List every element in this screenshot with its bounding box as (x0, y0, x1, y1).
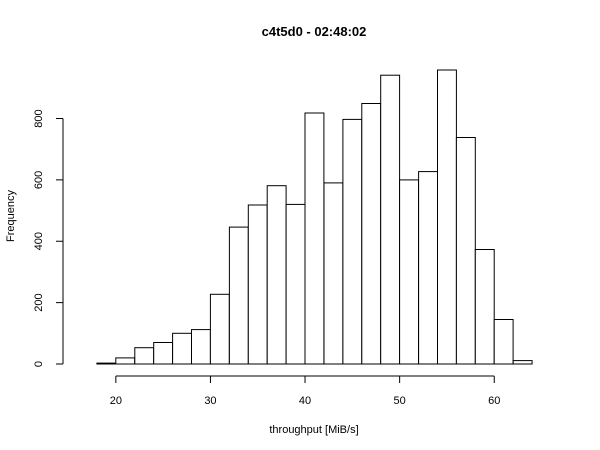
histogram-bar (493, 319, 514, 365)
x-axis: 20 30 40 50 60 (110, 375, 500, 407)
histogram-bar (361, 103, 382, 365)
histogram-bar (153, 342, 174, 365)
x-tick-label: 50 (394, 395, 406, 407)
x-tick-label: 20 (110, 395, 122, 407)
histogram-bar (323, 182, 344, 365)
histogram-bar (418, 171, 439, 365)
histogram-bar (285, 203, 306, 365)
y-tick-label: 200 (33, 293, 45, 311)
y-tick-label: 400 (33, 232, 45, 250)
histogram-bar (191, 329, 211, 365)
y-tick-label: 0 (33, 361, 45, 367)
histogram-bar (96, 362, 117, 365)
y-tick-label: 800 (33, 109, 45, 127)
histogram-bar (512, 360, 533, 365)
histogram-bar (266, 185, 287, 365)
histogram-bar (380, 74, 401, 365)
chart-title: c4t5d0 - 02:48:02 (262, 24, 367, 39)
y-tick-label: 600 (33, 171, 45, 189)
histogram-bar (474, 249, 495, 365)
histogram-bar (209, 293, 230, 365)
y-axis-label: Frequency (5, 190, 17, 242)
histogram-bar (304, 112, 325, 365)
y-axis: 0 200 400 600 800 (33, 109, 64, 367)
histogram-bar (172, 332, 193, 365)
x-axis-label: throughput [MiB/s] (269, 424, 358, 436)
histogram-bar (115, 357, 136, 365)
histogram-bar (455, 137, 476, 365)
x-tick-label: 40 (299, 395, 311, 407)
histogram-bar (134, 347, 155, 365)
x-tick-label: 60 (488, 395, 500, 407)
histogram-bar (437, 69, 457, 365)
histogram-bar (399, 179, 420, 365)
histogram-bar (342, 118, 363, 365)
bars-group (96, 69, 533, 365)
histogram-bar (247, 204, 268, 365)
x-tick-label: 30 (204, 395, 216, 407)
histogram-bar (228, 226, 249, 365)
